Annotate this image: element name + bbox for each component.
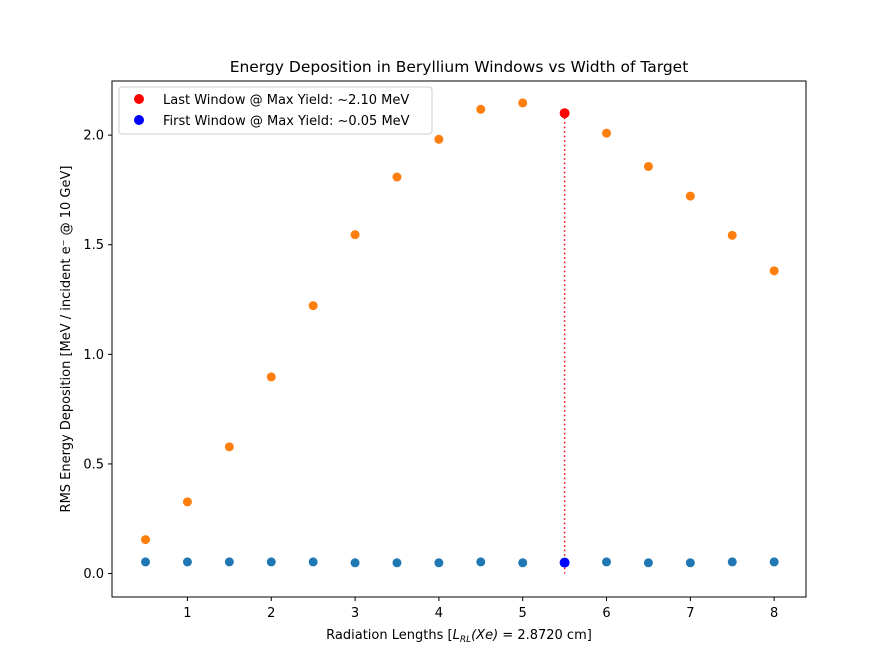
- x-tick-label: 5: [519, 606, 527, 621]
- series-0-point: [224, 442, 234, 452]
- series-0-point: [685, 191, 695, 201]
- legend-label-first-window: First Window @ Max Yield: ~0.05 MeV: [163, 114, 410, 129]
- legend-label-last-window: Last Window @ Max Yield: ~2.10 MeV: [163, 93, 409, 108]
- series-1-point: [392, 558, 402, 568]
- series-0-point: [602, 128, 612, 138]
- series-0-point: [518, 98, 528, 108]
- series-0-point: [350, 230, 360, 240]
- series-1-point: [643, 558, 653, 568]
- series-1-point: [266, 557, 276, 567]
- series-0-point: [266, 372, 276, 382]
- y-tick-label: 1.5: [83, 238, 104, 253]
- series-0-point: [769, 266, 779, 276]
- series-0-point: [727, 230, 737, 240]
- legend-marker-last-window: [134, 94, 144, 104]
- y-axis-label: RMS Energy Deposition [MeV / incident e⁻…: [59, 166, 74, 513]
- series-1-point: [141, 557, 151, 567]
- series-1-point: [182, 557, 192, 567]
- y-axis-ticks: 0.0 0.5 1.0 1.5 2.0: [83, 129, 112, 582]
- x-tick-label: 8: [770, 606, 778, 621]
- series-1-point: [769, 557, 779, 567]
- y-tick-label: 0.5: [83, 457, 104, 472]
- x-axis-ticks: 1 2 3 4 5 6 7 8: [183, 597, 778, 621]
- x-tick-label: 4: [435, 606, 443, 621]
- plot-marks: [141, 98, 779, 574]
- series-0-point: [308, 301, 318, 311]
- series-0-point: [643, 161, 653, 171]
- chart-title: Energy Deposition in Beryllium Windows v…: [230, 58, 689, 76]
- series-0-point: [182, 497, 192, 507]
- series-0-point: [476, 104, 486, 114]
- legend: Last Window @ Max Yield: ~2.10 MeV First…: [118, 86, 433, 135]
- x-axis-label: Radiation Lengths [LRL(Xe) = 2.8720 cm]: [326, 628, 592, 645]
- series-1-point: [224, 557, 234, 567]
- y-tick-label: 0.0: [83, 567, 104, 582]
- x-tick-label: 7: [686, 606, 694, 621]
- legend-marker-first-window: [134, 115, 144, 125]
- last-window-max-point: [559, 108, 570, 119]
- x-tick-label: 2: [267, 606, 275, 621]
- x-tick-label: 1: [183, 606, 191, 621]
- series-1-point: [685, 558, 695, 568]
- series-0-point: [392, 172, 402, 182]
- series-0-point: [434, 134, 444, 144]
- plot-frame: [111, 80, 807, 598]
- series-1-point: [476, 557, 486, 567]
- y-tick-label: 1.0: [83, 348, 104, 363]
- series-1-point: [727, 557, 737, 567]
- y-tick-label: 2.0: [83, 129, 104, 144]
- legend-box: [118, 86, 433, 135]
- first-window-max-point: [559, 557, 570, 568]
- x-tick-label: 3: [351, 606, 359, 621]
- series-1-point: [518, 558, 528, 568]
- series-1-point: [602, 557, 612, 567]
- series-1-point: [434, 558, 444, 568]
- x-tick-label: 6: [602, 606, 610, 621]
- series-0-point: [141, 535, 151, 545]
- series-1-point: [308, 557, 318, 567]
- series-1-point: [350, 558, 360, 568]
